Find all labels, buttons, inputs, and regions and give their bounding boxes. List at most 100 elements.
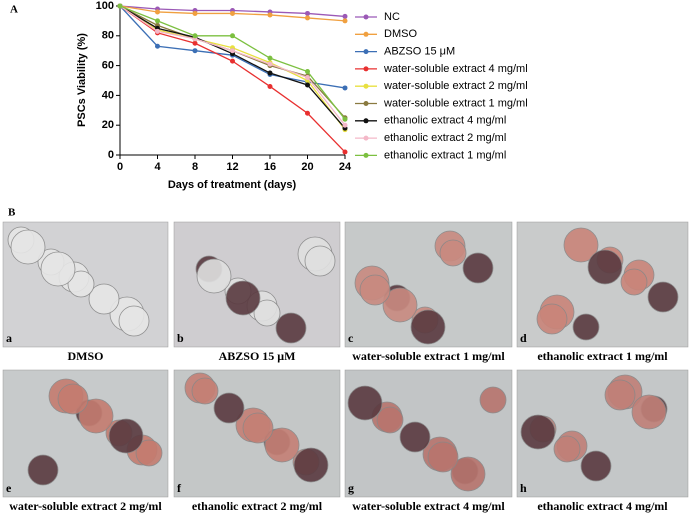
point <box>267 55 273 61</box>
point <box>117 3 123 9</box>
point <box>305 110 310 116</box>
cell <box>242 412 274 444</box>
cell <box>253 299 281 327</box>
image-caption: water-soluble extract 2 mg/ml <box>9 499 162 513</box>
point <box>192 40 198 46</box>
image-caption: ethanolic extract 4 mg/ml <box>537 499 668 513</box>
micrograph <box>2 369 169 498</box>
x-tick-label: 24 <box>339 161 352 173</box>
point <box>192 33 198 39</box>
cell <box>439 239 467 267</box>
point <box>342 149 348 155</box>
point <box>305 10 310 16</box>
cell <box>213 392 245 424</box>
y-tick-label: 100 <box>96 0 114 12</box>
image-letter: e <box>6 481 12 495</box>
image-caption: ethanolic extract 1 mg/ml <box>537 349 668 363</box>
y-tick-label: 40 <box>102 89 114 101</box>
legend-label: water-soluble extract 4 mg/ml <box>383 63 528 75</box>
cell <box>196 258 232 294</box>
cell <box>462 252 494 284</box>
point <box>342 18 348 24</box>
legend-marker <box>363 83 369 89</box>
point <box>155 9 160 15</box>
image-caption: ABZSO 15 μM <box>219 349 296 363</box>
point <box>192 10 198 16</box>
cell <box>410 309 446 345</box>
legend-label: DMSO <box>384 28 417 40</box>
legend-marker <box>363 152 369 158</box>
legend-label: ABZSO 15 μM <box>384 46 455 58</box>
cell <box>359 274 391 306</box>
cell <box>427 441 459 473</box>
point <box>267 12 273 18</box>
legend-label: water-soluble extract 2 mg/ml <box>383 80 528 92</box>
cell <box>553 435 581 463</box>
image-letter: h <box>520 481 527 495</box>
y-axis-label: PSCs Viability (%) <box>76 33 88 127</box>
legend-label: ethanolic extract 1 mg/ml <box>384 149 506 161</box>
y-tick-label: 60 <box>102 60 114 72</box>
image-letter: f <box>177 481 182 495</box>
x-tick-label: 0 <box>117 161 123 173</box>
point <box>230 33 235 39</box>
cell <box>88 283 120 315</box>
point <box>192 48 198 54</box>
point <box>305 15 310 21</box>
y-tick-label: 80 <box>102 30 114 42</box>
cell <box>108 418 144 454</box>
x-axis-label: Days of treatment (days) <box>168 179 297 191</box>
point <box>267 70 273 76</box>
legend-marker <box>363 135 369 141</box>
panel-label: B <box>8 207 16 219</box>
point <box>342 116 348 122</box>
cell <box>580 450 612 482</box>
cell <box>647 281 679 313</box>
point <box>155 28 160 34</box>
cell <box>27 454 59 486</box>
cell <box>67 270 95 298</box>
y-tick-label: 0 <box>108 149 114 161</box>
image-letter: c <box>348 331 354 345</box>
legend-marker <box>363 66 369 72</box>
legend-label: ethanolic extract 2 mg/ml <box>384 132 506 144</box>
image-caption: water-soluble extract 4 mg/ml <box>352 499 505 513</box>
image-letter: d <box>520 331 527 345</box>
point <box>305 69 310 75</box>
legend-marker <box>363 31 369 37</box>
cell <box>399 421 431 453</box>
cell <box>604 379 636 411</box>
cell <box>135 439 163 467</box>
legend-label: NC <box>384 11 400 23</box>
point <box>230 10 235 16</box>
cell <box>587 249 623 285</box>
legend-marker <box>363 49 369 55</box>
x-tick-label: 20 <box>301 161 313 173</box>
cell <box>225 280 261 316</box>
cell <box>78 398 114 434</box>
series-line <box>119 5 346 131</box>
image-letter: a <box>6 331 12 345</box>
legend-marker <box>363 14 369 20</box>
cell <box>572 313 600 341</box>
image-caption: ethanolic extract 2 mg/ml <box>192 499 323 513</box>
cell <box>479 386 507 414</box>
cell <box>40 251 76 287</box>
point <box>342 122 348 128</box>
image-letter: g <box>348 481 354 495</box>
cell <box>631 394 667 430</box>
point <box>230 48 235 54</box>
point <box>342 85 348 91</box>
legend-marker <box>363 118 369 124</box>
point <box>305 82 310 88</box>
legend-label: water-soluble extract 1 mg/ml <box>383 97 528 109</box>
point <box>305 75 310 81</box>
cell <box>275 312 307 344</box>
cell <box>264 427 300 463</box>
cell <box>536 303 568 335</box>
x-tick-label: 12 <box>226 161 238 173</box>
cell <box>450 456 486 492</box>
cell <box>347 385 383 421</box>
point <box>155 43 160 49</box>
panel-label: A <box>10 4 18 16</box>
